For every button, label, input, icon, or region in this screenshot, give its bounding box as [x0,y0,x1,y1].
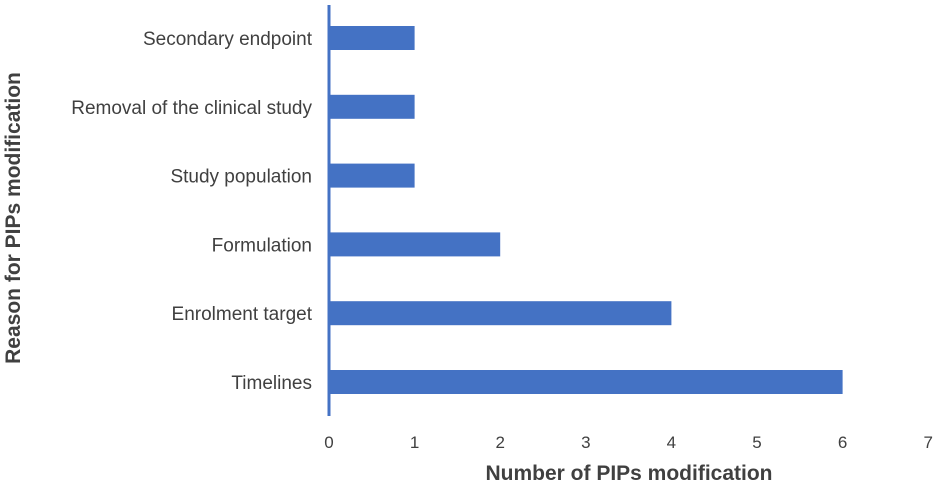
x-tick-label: 6 [838,433,847,452]
x-tick-label: 7 [923,433,932,452]
bar-secondary-endpoint [329,26,415,50]
x-tick-label: 5 [752,433,761,452]
x-axis-title: Number of PIPs modification [485,462,772,485]
x-tick-label: 1 [410,433,419,452]
bar-study-population [329,163,415,188]
bars-group [329,26,843,394]
category-label: Study population [170,167,312,188]
category-label: Secondary endpoint [143,29,313,50]
bar-formulation [329,232,501,257]
x-tick-label: 0 [324,433,333,452]
bar-timelines [329,370,843,394]
bar-enrolment-target [329,301,672,326]
y-axis-title: Reason for PIPs modification [2,72,25,364]
category-label: Removal of the clinical study [71,98,312,119]
x-tick-label: 4 [667,433,676,452]
x-tick-label: 3 [581,433,590,452]
category-labels-group: Secondary endpoint Removal of the clinica… [71,29,313,394]
bar-removal-of-the-clinical-study [329,94,415,119]
category-label: Enrolment target [172,304,313,325]
x-tick-label: 2 [495,433,504,452]
category-label: Timelines [231,373,312,394]
x-tick-labels-group: 0 1 2 3 4 5 6 7 [324,433,933,452]
category-label: Formulation [212,235,312,256]
